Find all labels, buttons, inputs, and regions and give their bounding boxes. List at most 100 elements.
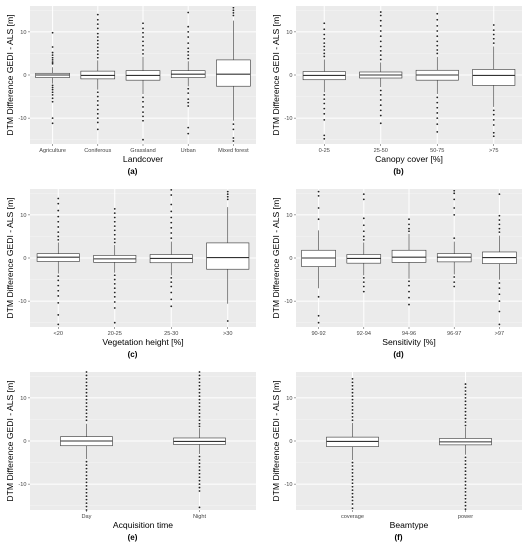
outlier-point: [57, 215, 60, 218]
outlier-point: [187, 57, 190, 60]
outlier-point: [379, 93, 382, 96]
outlier-point: [323, 28, 326, 31]
outlier-point: [96, 108, 99, 111]
x-axis-label: Vegetation height [%]: [102, 337, 183, 347]
outlier-point: [464, 473, 467, 476]
outlier-point: [85, 419, 88, 422]
y-tick-label: 10: [20, 213, 26, 219]
y-tick-label: -10: [284, 299, 292, 305]
outlier-point: [142, 106, 144, 108]
box: [415, 12, 459, 133]
outlier-point: [498, 293, 501, 296]
outlier-point: [57, 220, 60, 223]
x-tick-label: coverage: [341, 514, 364, 520]
outlier-point: [85, 474, 88, 477]
outlier-point: [187, 132, 190, 135]
outlier-point: [351, 489, 354, 492]
box: [391, 218, 427, 306]
outlier-point: [51, 84, 54, 87]
outlier-point: [85, 464, 88, 467]
x-tick-label: Night: [193, 514, 207, 520]
x-tick-label: Agriculture: [39, 148, 66, 154]
outlier-point: [464, 501, 467, 504]
outlier-point: [379, 35, 382, 38]
outlier-point: [187, 11, 190, 14]
outlier-point: [142, 44, 144, 47]
outlier-point: [436, 112, 439, 114]
outlier-point: [142, 40, 144, 43]
x-tick-label: 20-25: [108, 331, 122, 337]
outlier-point: [51, 97, 54, 100]
box: [35, 31, 70, 125]
outlier-point: [351, 378, 354, 380]
outlier-point: [379, 45, 382, 48]
outlier-point: [317, 295, 320, 298]
outlier-point: [362, 193, 365, 196]
x-tick-label: 50-75: [430, 148, 444, 154]
outlier-point: [96, 43, 99, 45]
outlier-point: [57, 275, 60, 278]
outlier-point: [351, 472, 354, 474]
outlier-point: [436, 96, 439, 99]
x-tick-label: >75: [489, 148, 499, 154]
y-tick-label: -10: [18, 482, 26, 488]
outlier-point: [113, 241, 116, 244]
y-tick-label: 0: [289, 439, 292, 445]
boxplot-svg: 10 0 -10 Agriculture Coniferous Grassland Urba…: [5, 6, 256, 164]
x-tick-label: Urban: [181, 148, 196, 154]
outlier-point: [408, 230, 410, 233]
outlier-point: [51, 88, 54, 91]
outlier-point: [323, 93, 326, 96]
outlier-point: [85, 371, 88, 373]
outlier-point: [85, 467, 88, 470]
outlier-point: [436, 131, 439, 133]
outlier-point: [96, 23, 99, 26]
outlier-point: [187, 47, 190, 50]
outlier-point: [57, 289, 60, 292]
outlier-point: [498, 287, 501, 290]
outlier-point: [170, 276, 173, 279]
outlier-point: [351, 482, 354, 485]
outlier-point: [85, 388, 88, 391]
outlier-point: [498, 227, 501, 230]
outlier-point: [351, 388, 354, 391]
y-tick-label: 0: [289, 256, 292, 262]
outlier-point: [170, 221, 173, 224]
outlier-point: [436, 30, 439, 32]
outlier-point: [379, 122, 382, 125]
outlier-point: [436, 40, 439, 43]
outlier-point: [232, 140, 235, 142]
outlier-point: [85, 384, 88, 387]
outlier-point: [351, 468, 354, 471]
outlier-point: [323, 37, 326, 40]
y-tick-label: 10: [20, 30, 26, 36]
box: [36, 197, 80, 326]
outlier-point: [51, 91, 54, 94]
outlier-point: [198, 469, 201, 472]
outlier-point: [113, 207, 116, 210]
outlier-point: [113, 291, 116, 294]
outlier-point: [492, 33, 495, 36]
y-tick-label: -10: [18, 116, 26, 122]
outlier-point: [408, 303, 410, 306]
outlier-point: [464, 421, 467, 423]
x-axis-label: Sensitivity [%]: [382, 337, 436, 347]
outlier-point: [51, 54, 54, 57]
x-axis-label: Canopy cover [%]: [375, 154, 443, 164]
outlier-point: [351, 485, 354, 488]
panel-label: (c): [127, 350, 138, 359]
outlier-point: [57, 209, 60, 212]
outlier-point: [232, 137, 235, 139]
x-axis-label: Acquisition time: [113, 520, 173, 530]
outlier-point: [85, 412, 88, 415]
outlier-point: [51, 86, 54, 89]
outlier-point: [96, 117, 99, 120]
outlier-point: [170, 291, 173, 294]
x-tick-label: 96-97: [447, 331, 461, 337]
outlier-point: [464, 504, 467, 507]
outlier-point: [198, 465, 201, 468]
outlier-point: [96, 13, 99, 16]
outlier-point: [464, 383, 467, 385]
outlier-point: [198, 378, 201, 380]
outlier-point: [113, 282, 116, 285]
